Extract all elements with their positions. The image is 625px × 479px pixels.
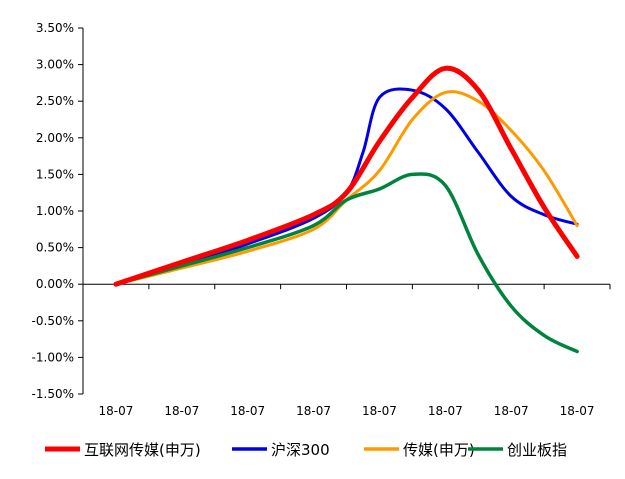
x-tick-label: 18-07 xyxy=(296,404,331,418)
series-line-internet-media xyxy=(113,65,580,287)
series-line-chinext xyxy=(114,172,579,354)
series-line-hs300 xyxy=(114,87,579,286)
series-lines xyxy=(113,65,580,354)
legend-item-chinext: 创业板指 xyxy=(468,441,567,459)
y-tick-label: -0.50% xyxy=(32,314,74,328)
x-tick-label: 18-07 xyxy=(362,404,397,418)
x-tick-label: 18-07 xyxy=(428,404,463,418)
x-tick-label: 18-07 xyxy=(230,404,265,418)
y-axis: 3.50% 3.00% 2.50% 2.00% 1.50% 1.00% 0.50% 0.00%… xyxy=(32,21,84,401)
x-tick-label: 18-07 xyxy=(164,404,199,418)
legend-label: 沪深300 xyxy=(271,441,330,459)
legend-item-hs300: 沪深300 xyxy=(232,441,330,459)
y-tick-label: 3.00% xyxy=(36,58,74,72)
legend-label: 传媒(申万) xyxy=(403,441,475,459)
x-tick-label: 18-07 xyxy=(99,404,134,418)
y-tick-label: -1.00% xyxy=(32,350,74,364)
y-tick-label: -1.50% xyxy=(32,387,74,401)
legend: 互联网传媒(申万) 沪深300 传媒(申万) 创业板指 xyxy=(45,441,567,459)
x-tick-label: 18-07 xyxy=(560,404,595,418)
y-tick-label: 0.50% xyxy=(36,241,74,255)
y-tick-label: 0.00% xyxy=(36,277,74,291)
series-line-media xyxy=(114,90,579,286)
legend-item-media: 传媒(申万) xyxy=(364,441,475,459)
y-tick-label: 2.50% xyxy=(36,94,74,108)
y-tick-label: 1.50% xyxy=(36,167,74,181)
y-tick-label: 3.50% xyxy=(36,21,74,35)
legend-label: 互联网传媒(申万) xyxy=(84,441,201,459)
legend-item-internet-media: 互联网传媒(申万) xyxy=(45,441,201,459)
y-tick-label: 2.00% xyxy=(36,131,74,145)
x-axis: 18-07 18-07 18-07 18-07 18-07 18-07 18-07 18-07 xyxy=(82,283,611,418)
legend-label: 创业板指 xyxy=(507,441,567,459)
y-tick-label: 1.00% xyxy=(36,204,74,218)
x-tick-label: 18-07 xyxy=(494,404,529,418)
